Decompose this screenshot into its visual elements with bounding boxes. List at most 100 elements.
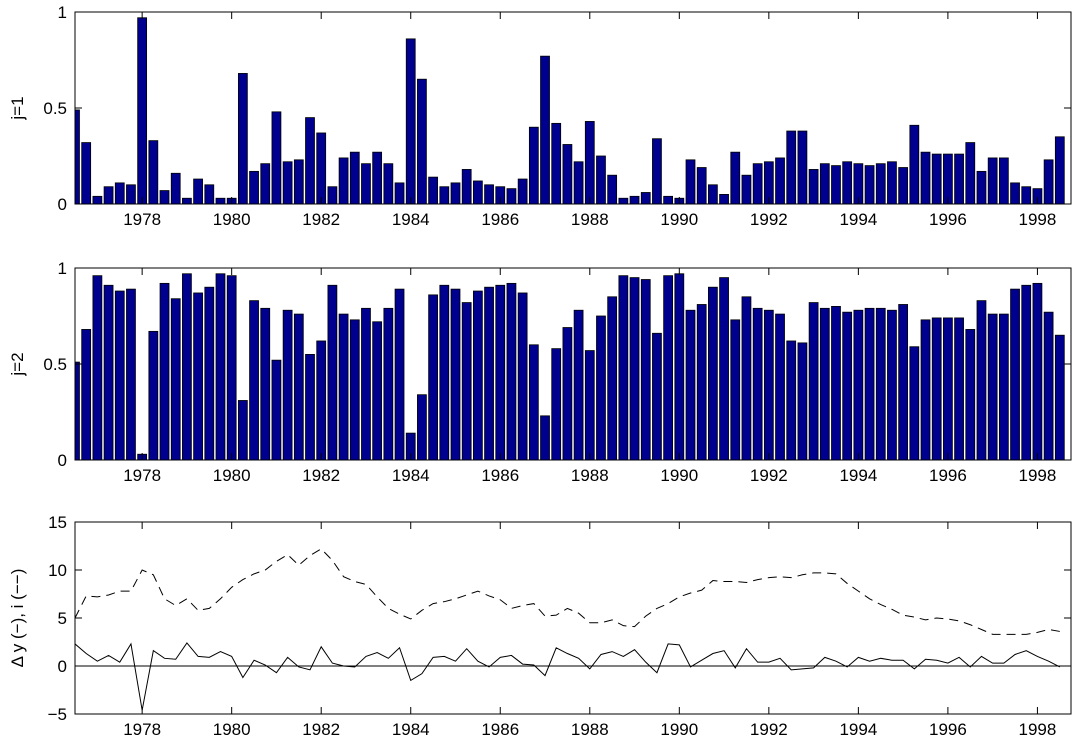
bar (506, 188, 517, 204)
x-tick-label: 1984 (392, 720, 430, 739)
bar (730, 151, 741, 204)
bar (864, 307, 875, 460)
y-tick-label: 0 (58, 195, 67, 214)
bar (126, 184, 136, 204)
bar (808, 302, 819, 460)
bar (640, 192, 651, 204)
bar (1054, 334, 1065, 460)
bar (282, 309, 293, 460)
bar (204, 184, 215, 204)
x-tick-label: 1984 (392, 466, 430, 485)
bar (965, 329, 976, 460)
bar (159, 282, 170, 460)
bar (461, 302, 472, 460)
bar (372, 321, 383, 460)
bar (775, 313, 785, 460)
x-tick-label: 1996 (929, 210, 967, 229)
bar (271, 111, 282, 204)
bar (842, 311, 853, 460)
bar (1021, 186, 1032, 204)
y-tick-label: 15 (48, 513, 67, 532)
bar (607, 296, 618, 460)
bar (629, 195, 640, 204)
bar (1054, 136, 1065, 204)
x-tick-label: 1988 (571, 210, 609, 229)
x-tick-label: 1978 (123, 466, 161, 485)
x-tick-label: 1988 (571, 720, 609, 739)
y-axis-label: j=1 (8, 96, 27, 120)
bar (730, 319, 741, 460)
bar (931, 153, 942, 204)
y-tick-label: 10 (48, 561, 67, 580)
bar (114, 182, 125, 204)
x-tick-label: 1986 (481, 210, 519, 229)
bar (193, 178, 203, 204)
bar (987, 157, 998, 204)
x-tick-label: 1980 (213, 210, 251, 229)
bar (1021, 284, 1032, 460)
bar (439, 186, 450, 204)
bar (349, 151, 360, 204)
bar (92, 195, 103, 204)
x-tick-label: 1990 (660, 466, 698, 485)
bar (887, 309, 897, 460)
y-tick-label: 1 (58, 259, 67, 278)
bar (786, 340, 797, 460)
bar (271, 359, 282, 460)
bar (640, 279, 651, 460)
y-tick-label: 0.5 (43, 355, 67, 374)
bar (405, 38, 416, 204)
bar (260, 163, 271, 204)
x-tick-label: 1982 (302, 720, 340, 739)
bar (75, 361, 80, 460)
bar (584, 121, 595, 204)
bar (114, 290, 125, 460)
bar (517, 178, 528, 204)
bar (819, 307, 830, 460)
bar (305, 353, 315, 460)
bar (170, 298, 181, 460)
y-axis-label: j=2 (8, 352, 27, 376)
bar (954, 317, 964, 460)
bar (943, 153, 953, 204)
bar (763, 309, 774, 460)
y-tick-label: 5 (58, 609, 67, 628)
x-tick-label: 1980 (213, 720, 251, 739)
bar (931, 317, 942, 460)
bar (920, 319, 931, 460)
x-tick-label: 1998 (1019, 720, 1057, 739)
bar (943, 317, 953, 460)
bar (663, 195, 674, 204)
x-tick-label: 1980 (213, 466, 251, 485)
bar (383, 163, 394, 204)
x-tick-label: 1978 (123, 210, 161, 229)
bar (797, 342, 808, 460)
bar (719, 277, 729, 460)
bar (775, 157, 785, 204)
bar (103, 186, 114, 204)
y-tick-label: 0 (58, 657, 67, 676)
panel-1-data (75, 17, 1065, 204)
bar (573, 161, 584, 204)
bar (607, 174, 618, 204)
bar (909, 124, 920, 204)
bar (831, 305, 841, 460)
bar (976, 170, 987, 204)
bar (741, 174, 752, 204)
bar (909, 346, 920, 460)
bar (853, 309, 864, 460)
bar (786, 130, 797, 204)
bar (719, 193, 729, 204)
bar (1010, 182, 1020, 204)
bar (293, 313, 304, 460)
bar (204, 286, 215, 460)
bar (652, 332, 662, 460)
bar (182, 197, 192, 204)
bar (417, 78, 427, 204)
bar (282, 161, 293, 204)
bar (708, 286, 718, 460)
bar (517, 292, 528, 460)
bar (182, 273, 192, 460)
bar (540, 55, 550, 204)
y-tick-label: 1 (58, 3, 67, 22)
